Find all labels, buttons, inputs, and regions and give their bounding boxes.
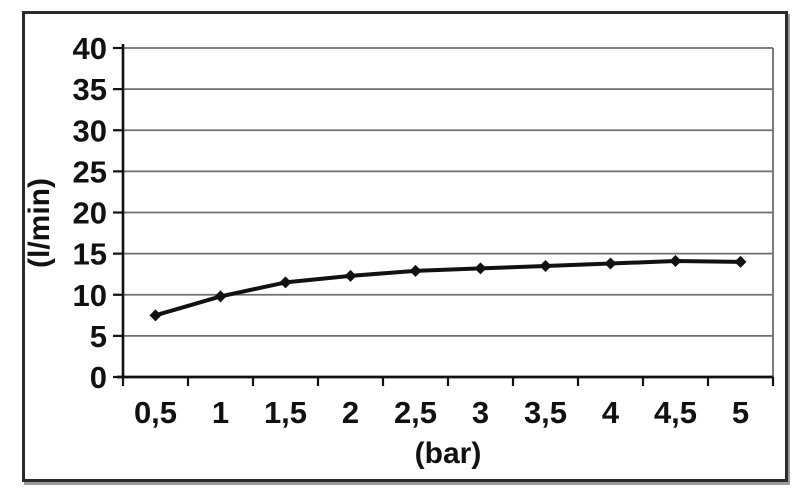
x-tick-label: 2 (342, 395, 359, 430)
data-point-marker (604, 257, 617, 270)
x-tick-label: 4,5 (654, 395, 697, 430)
x-axis-title: (bar) (415, 437, 482, 470)
data-point-marker (474, 262, 487, 275)
y-tick-label: 15 (73, 237, 107, 272)
x-tick-label: 3 (472, 395, 489, 430)
x-tick-label: 5 (732, 395, 749, 430)
x-tick-label: 1 (212, 395, 229, 430)
x-tick-label: 3,5 (524, 395, 567, 430)
x-tick-label: 0,5 (134, 395, 177, 430)
y-tick-label: 10 (73, 278, 107, 313)
data-point-marker (409, 264, 422, 277)
x-tick-label: 1,5 (264, 395, 307, 430)
x-tick-label: 4 (602, 395, 620, 430)
y-tick-label: 20 (73, 196, 107, 231)
y-tick-label: 5 (90, 319, 107, 354)
x-tick-label: 2,5 (394, 395, 437, 430)
tick-labels: 0 5 10 15 20 25 30 35 40 0,5 1 1,5 2 2,5 3 3,5 4 4,5 5 (73, 31, 750, 430)
data-point-marker (149, 309, 162, 322)
data-point-marker (279, 276, 292, 289)
y-tick-label: 25 (73, 154, 107, 189)
data-point-marker (734, 255, 747, 268)
data-point-marker (214, 290, 227, 303)
data-point-marker (669, 255, 682, 268)
y-tick-label: 40 (73, 31, 107, 66)
y-axis-title: (l/min) (25, 178, 56, 268)
axes (113, 44, 775, 386)
line-chart: 0 5 10 15 20 25 30 35 40 0,5 1 1,5 2 2,5 3 3,5 4 4,5 5 (ba… (25, 31, 775, 470)
chart-frame: 0 5 10 15 20 25 30 35 40 0,5 1 1,5 2 2,5 3 3,5 4 4,5 5 (ba… (22, 11, 788, 482)
data-point-marker (539, 259, 552, 272)
y-tick-label: 30 (73, 113, 107, 148)
data-point-marker (344, 269, 357, 282)
gridlines (123, 47, 774, 377)
y-tick-label: 35 (73, 72, 107, 107)
y-tick-label: 0 (90, 360, 107, 395)
data-series (149, 255, 747, 322)
